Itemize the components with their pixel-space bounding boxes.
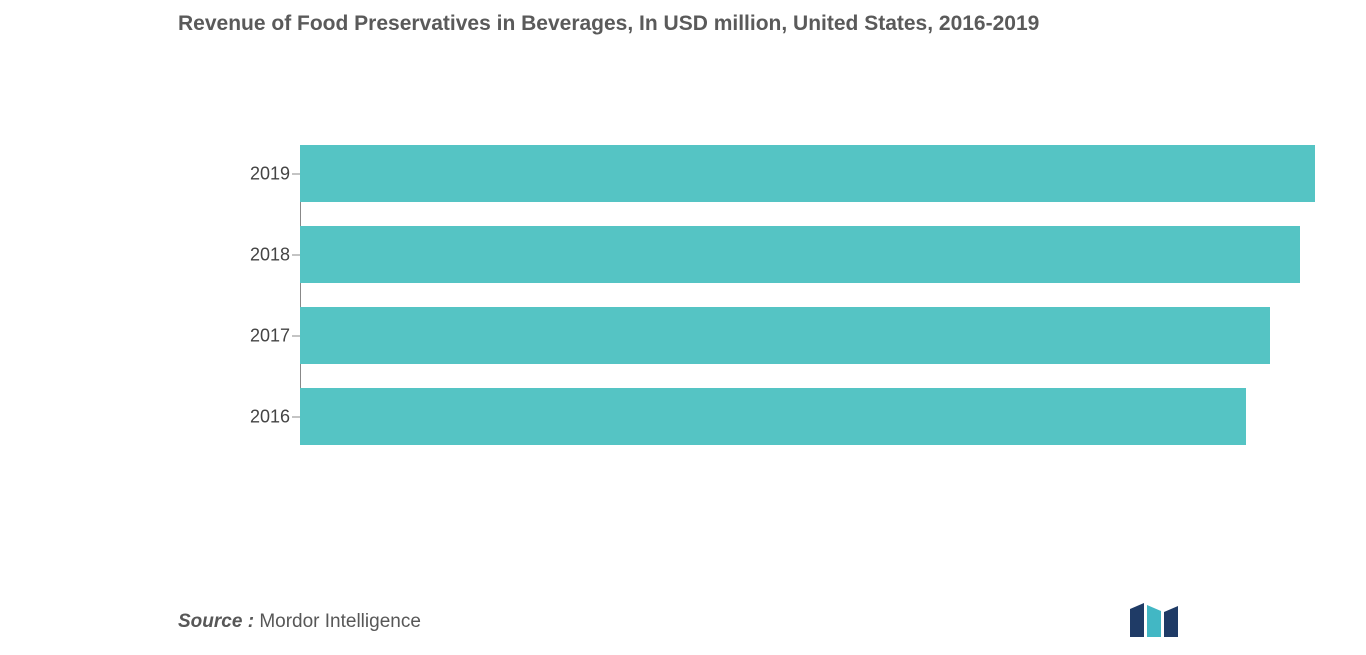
bar xyxy=(300,307,1270,364)
source-attribution: Source : Mordor Intelligence xyxy=(178,611,421,633)
bar-row: 2017 xyxy=(300,307,1315,364)
bar xyxy=(300,145,1315,202)
logo-bar-3 xyxy=(1164,606,1178,637)
chart-title: Revenue of Food Preservatives in Beverag… xyxy=(178,12,1039,36)
plot-area: 2019 2018 2017 2016 xyxy=(300,145,1315,455)
y-axis-tick xyxy=(292,335,300,336)
logo-bar-1 xyxy=(1130,603,1144,637)
y-axis-label: 2019 xyxy=(250,163,290,184)
bar xyxy=(300,226,1300,283)
y-axis-label: 2018 xyxy=(250,244,290,265)
source-label: Source : xyxy=(178,611,254,632)
bar-row: 2019 xyxy=(300,145,1315,202)
bar-row: 2018 xyxy=(300,226,1315,283)
y-axis-label: 2017 xyxy=(250,325,290,346)
y-axis-tick xyxy=(292,254,300,255)
source-value: Mordor Intelligence xyxy=(259,611,421,632)
y-axis-tick xyxy=(292,416,300,417)
chart-container: Revenue of Food Preservatives in Beverag… xyxy=(0,0,1366,655)
logo-bar-2 xyxy=(1147,605,1161,637)
y-axis-label: 2016 xyxy=(250,406,290,427)
y-axis-tick xyxy=(292,173,300,174)
bar-row: 2016 xyxy=(300,388,1315,445)
mordor-logo xyxy=(1130,603,1188,637)
bar xyxy=(300,388,1246,445)
